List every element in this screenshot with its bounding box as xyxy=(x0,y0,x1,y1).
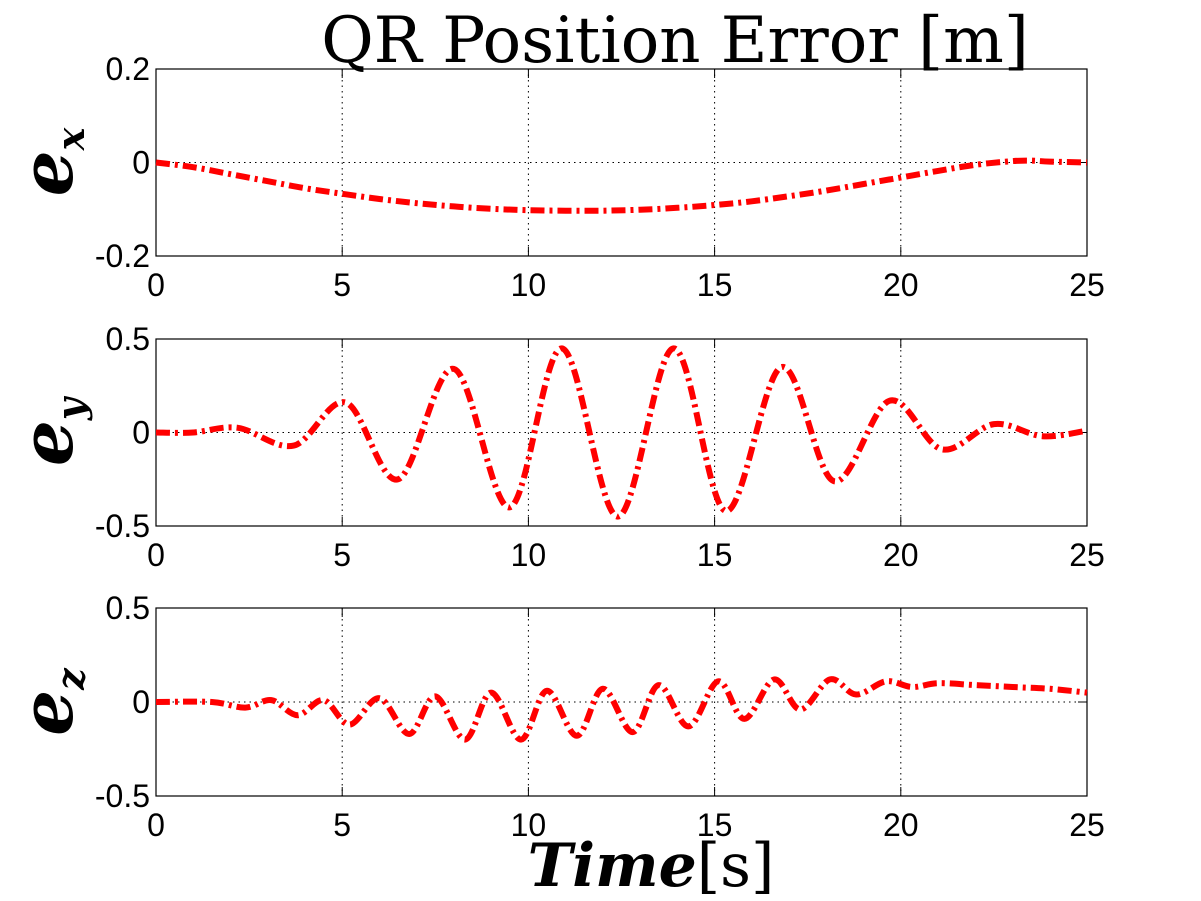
x-axis-label: Time[s] xyxy=(528,831,775,901)
xtick-label-ey-15: 15 xyxy=(697,537,733,573)
x-axis-label-unit: [s] xyxy=(697,831,775,901)
ytick-label-ex--0.2: -0.2 xyxy=(95,238,150,274)
xtick-label-ey-20: 20 xyxy=(883,537,919,573)
ylabel-ey-sub: y xyxy=(48,395,93,421)
ytick-label-ez-0: 0 xyxy=(132,684,150,720)
xtick-label-ex-15: 15 xyxy=(697,267,733,303)
ylabel-ez: ez xyxy=(4,667,93,736)
ticks-ey: 0 5 10 15 20 25-0.500.5 xyxy=(95,321,1105,573)
series-line-ez-0 xyxy=(155,676,1088,743)
ytick-label-ez-0.5: 0.5 xyxy=(106,590,150,626)
xtick-label-ez-25: 25 xyxy=(1069,807,1105,843)
xtick-label-ex-25: 25 xyxy=(1069,267,1105,303)
subplot-ez: 0 5 10 15 20 25-0.500.5 ez xyxy=(4,590,1105,843)
ytick-label-ez--0.5: -0.5 xyxy=(95,778,150,814)
ylabel-ex-main: e xyxy=(4,150,89,196)
xtick-label-ex-10: 10 xyxy=(511,267,547,303)
xtick-label-ez-0: 0 xyxy=(147,807,165,843)
ytick-label-ey-0: 0 xyxy=(132,415,150,451)
series-ez xyxy=(155,676,1088,743)
xtick-label-ex-5: 5 xyxy=(333,267,351,303)
series-ex xyxy=(155,157,1088,214)
x-axis-label-main: Time xyxy=(528,831,697,901)
series-ey xyxy=(155,345,1088,520)
xtick-label-ey-25: 25 xyxy=(1069,537,1105,573)
series-line-ey-0 xyxy=(155,345,1088,520)
ylabel-ey: ey xyxy=(4,395,93,466)
ytick-label-ex-0.2: 0.2 xyxy=(106,51,150,87)
xtick-label-ey-10: 10 xyxy=(511,537,547,573)
ylabel-ez-sub: z xyxy=(48,667,93,691)
series-line-ex-0 xyxy=(155,157,1088,214)
chart-title: QR Position Error [m] xyxy=(321,4,1029,78)
subplot-ey: 0 5 10 15 20 25-0.500.5 ey xyxy=(4,321,1105,573)
xtick-label-ex-20: 20 xyxy=(883,267,919,303)
xtick-label-ey-5: 5 xyxy=(333,537,351,573)
grid-ez xyxy=(156,608,1087,796)
ylabel-ex: ex xyxy=(4,126,93,196)
grid-ex xyxy=(156,69,1087,256)
ticks-ez: 0 5 10 15 20 25-0.500.5 xyxy=(95,590,1105,843)
ytick-label-ey-0.5: 0.5 xyxy=(106,321,150,357)
ytick-label-ex-0: 0 xyxy=(132,145,150,181)
xtick-label-ez-5: 5 xyxy=(333,807,351,843)
subplot-ex: 0 5 10 15 20 25-0.200.2 ex xyxy=(4,51,1105,303)
xtick-label-ez-10: 10 xyxy=(511,807,547,843)
xtick-label-ez-15: 15 xyxy=(697,807,733,843)
ytick-label-ey--0.5: -0.5 xyxy=(95,508,150,544)
ylabel-ez-main: e xyxy=(4,690,89,736)
xtick-label-ex-0: 0 xyxy=(147,267,165,303)
ticks-ex: 0 5 10 15 20 25-0.200.2 xyxy=(95,51,1105,303)
ylabel-ex-sub: x xyxy=(48,126,93,151)
xtick-label-ez-20: 20 xyxy=(883,807,919,843)
xtick-label-ey-0: 0 xyxy=(147,537,165,573)
ylabel-ey-main: e xyxy=(4,420,89,466)
